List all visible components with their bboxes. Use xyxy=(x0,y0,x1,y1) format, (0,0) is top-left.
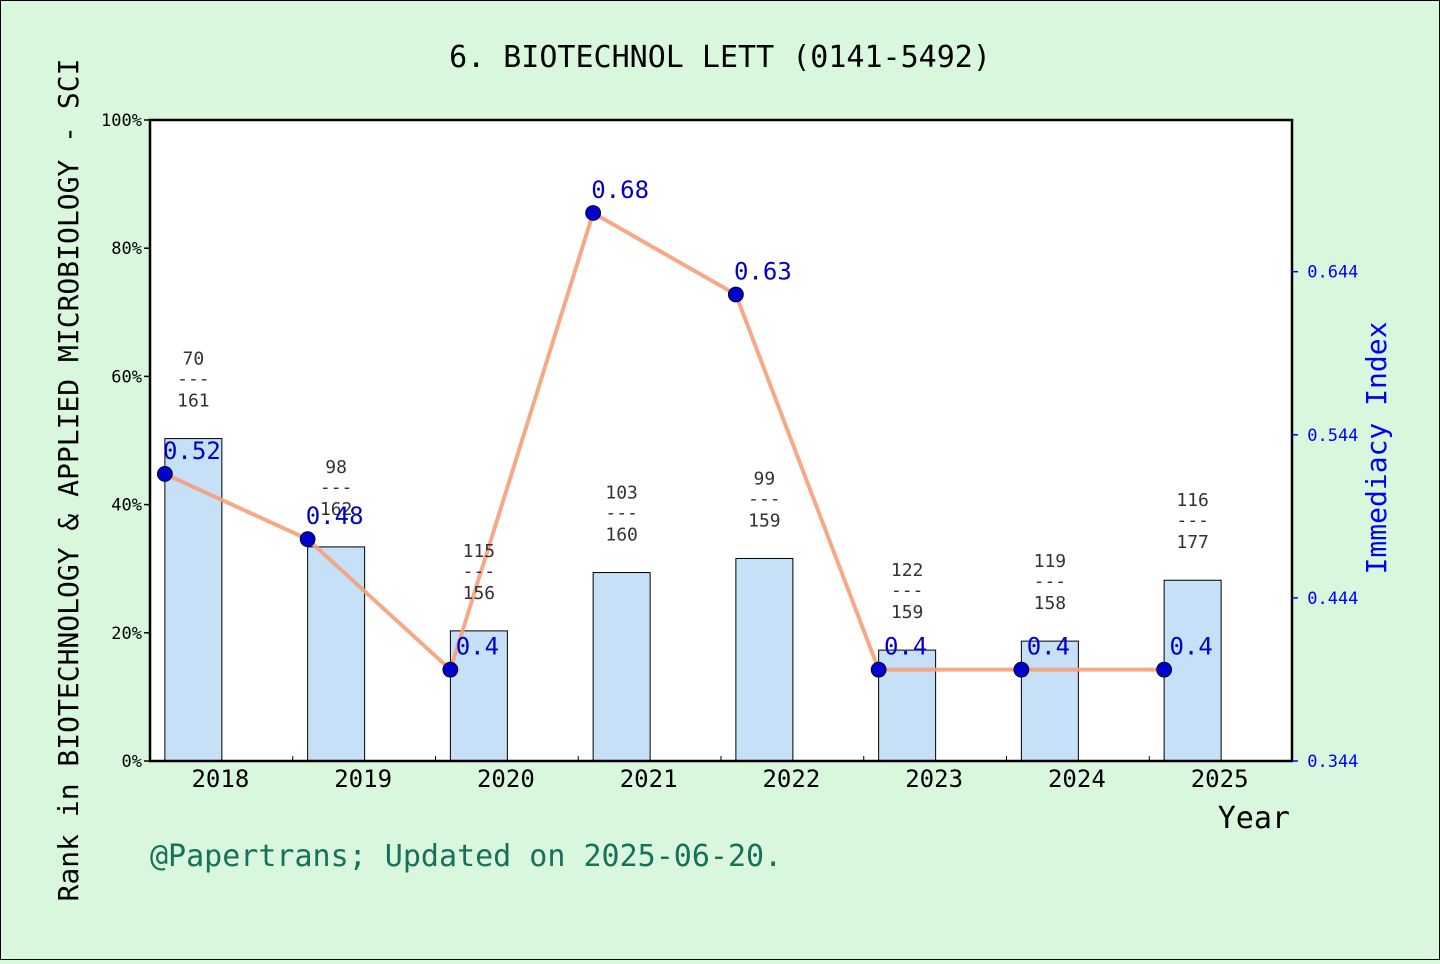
rank-value: 119 xyxy=(1034,551,1067,572)
y-left-tick-label: 20% xyxy=(111,624,142,644)
rank-value: 98 xyxy=(325,457,347,478)
immediacy-label: 0.52 xyxy=(163,437,221,465)
rank-bar xyxy=(307,546,366,762)
rank-separator: --- xyxy=(320,477,353,498)
immediacy-label: 0.4 xyxy=(1169,633,1212,661)
immediacy-label: 0.4 xyxy=(1027,633,1070,661)
rank-separator: --- xyxy=(605,503,638,524)
immediacy-point xyxy=(1156,661,1173,678)
x-tick-label: 2020 xyxy=(477,765,535,793)
immediacy-label: 0.4 xyxy=(456,633,499,661)
y-axis-right-label: Immediacy Index xyxy=(1360,322,1393,575)
rank-bar xyxy=(878,649,937,762)
immediacy-point xyxy=(870,661,887,678)
rank-bar xyxy=(1163,579,1222,762)
x-tick-label: 2018 xyxy=(191,765,249,793)
immediacy-line xyxy=(164,210,1165,672)
chart-title: 6. BIOTECHNOL LETT (0141-5492) xyxy=(449,40,991,75)
rank-total: 156 xyxy=(463,583,496,604)
x-tick-label: 2021 xyxy=(620,765,678,793)
rank-value: 115 xyxy=(463,541,496,562)
rank-separator: --- xyxy=(891,580,924,601)
footer-credit: @Papertrans; Updated on 2025-06-20. xyxy=(150,839,782,874)
rank-value: 103 xyxy=(605,483,638,504)
rank-bar xyxy=(164,438,223,762)
y-left-tick-label: 100% xyxy=(101,111,142,131)
rank-value: 122 xyxy=(891,560,924,581)
y-right-tick-label: 0.644 xyxy=(1297,263,1358,283)
x-tick-label: 2023 xyxy=(905,765,963,793)
labels-layer: 70---16198---162115---156103---16099---1… xyxy=(163,176,1213,661)
y-right-tick-label: 0.444 xyxy=(1297,589,1358,609)
immediacy-label: 0.48 xyxy=(306,502,364,530)
rank-total: 158 xyxy=(1034,593,1067,614)
rank-separator: --- xyxy=(748,488,781,509)
line-layer xyxy=(156,205,1173,678)
x-axis-label: Year xyxy=(1218,801,1290,836)
y-left-tick-label: 40% xyxy=(111,496,142,516)
immediacy-point xyxy=(156,466,173,482)
x-tick-label: 2025 xyxy=(1191,765,1249,793)
y-left-tick-label: 0% xyxy=(122,752,142,772)
rank-separator: --- xyxy=(1176,510,1209,531)
immediacy-point xyxy=(299,531,316,548)
x-tick-label: 2019 xyxy=(334,765,392,793)
rank-value: 99 xyxy=(754,468,776,489)
rank-value: 70 xyxy=(183,349,205,370)
immediacy-point xyxy=(727,286,744,303)
rank-total: 159 xyxy=(891,602,924,623)
rank-separator: --- xyxy=(463,561,496,582)
immediacy-label: 0.68 xyxy=(591,176,649,204)
rank-total: 160 xyxy=(605,525,638,546)
immediacy-label: 0.4 xyxy=(884,633,927,661)
rank-total: 162 xyxy=(320,499,353,520)
rank-bar xyxy=(592,572,651,762)
y-left-tick-label: 60% xyxy=(111,367,142,387)
rank-bar xyxy=(735,557,794,762)
immediacy-point xyxy=(585,205,602,221)
immediacy-point xyxy=(442,661,459,678)
immediacy-point xyxy=(1013,661,1030,678)
y-axis-left-label: Rank in BIOTECHNOLOGY & APPLIED MICROBIO… xyxy=(52,59,85,902)
rank-bar xyxy=(1020,640,1079,762)
y-left-tick-label: 80% xyxy=(111,239,142,259)
ticks-layer: 0% 20% 40% 60% 80% 100% 0.344 0.444 0.544 0.6… xyxy=(101,111,1358,793)
immediacy-label: 0.63 xyxy=(734,258,792,286)
y-right-tick-label: 0.544 xyxy=(1297,426,1358,446)
rank-total: 177 xyxy=(1176,532,1209,553)
x-tick-label: 2022 xyxy=(762,765,820,793)
rank-separator: --- xyxy=(177,369,210,390)
rank-separator: --- xyxy=(1034,571,1067,592)
x-tick-label: 2024 xyxy=(1048,765,1106,793)
rank-value: 116 xyxy=(1176,490,1209,511)
rank-total: 159 xyxy=(748,510,781,531)
rank-total: 161 xyxy=(177,391,210,412)
y-right-tick-label: 0.344 xyxy=(1297,752,1358,772)
